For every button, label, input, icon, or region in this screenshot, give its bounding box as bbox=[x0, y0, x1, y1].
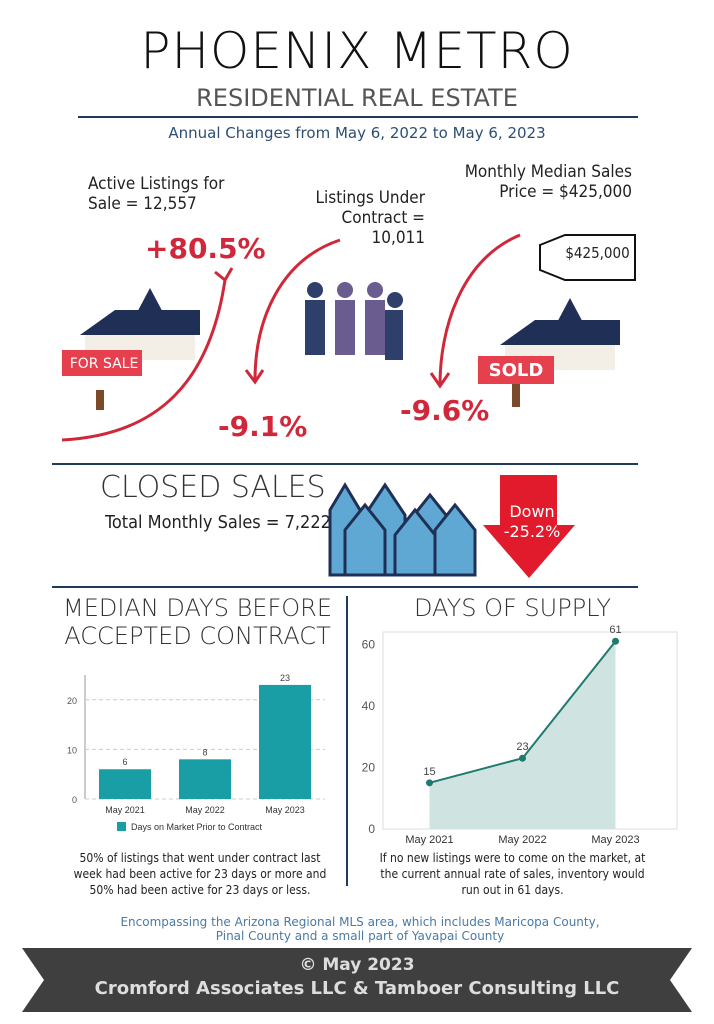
x-tick-label: May 2023 bbox=[591, 834, 639, 846]
chart-title: MEDIAN DAYS BEFORE ACCEPTED CONTRACT bbox=[63, 594, 332, 650]
x-tick-label: May 2023 bbox=[265, 805, 305, 815]
price-tag bbox=[539, 234, 636, 281]
copyright: © May 2023 bbox=[299, 955, 415, 975]
stat-change: -9.1% bbox=[218, 410, 308, 443]
y-tick-label: 10 bbox=[67, 745, 77, 755]
x-tick-label: May 2022 bbox=[185, 805, 225, 815]
chart-title: DAYS OF SUPPLY bbox=[413, 594, 612, 622]
value-label: 23 bbox=[280, 673, 290, 683]
chart: 0 10 20 May 2021 May 2022 May 2023 6 8 23 Days on… bbox=[67, 673, 325, 832]
divider bbox=[52, 463, 638, 465]
illustrations bbox=[61, 233, 636, 442]
banner bbox=[22, 948, 692, 1012]
sign bbox=[62, 350, 142, 376]
y-tick-label: 60 bbox=[362, 637, 376, 651]
stat-change: +80.5% bbox=[145, 232, 266, 265]
tag-text: $425,000 bbox=[565, 244, 630, 262]
chart: 0 20 40 60 May 2021 May 2022 May 2023 15 23 61 bbox=[362, 625, 678, 846]
divider bbox=[346, 596, 348, 886]
value-label: 6 bbox=[122, 757, 127, 767]
stat-change: -9.6% bbox=[400, 394, 490, 427]
chart-note: If no new listings were to come on the m… bbox=[379, 851, 646, 897]
section-title: CLOSED SALES bbox=[100, 470, 326, 505]
direction: Down bbox=[509, 502, 555, 521]
illustrations bbox=[328, 475, 575, 578]
arrow-head bbox=[429, 372, 451, 389]
divider bbox=[78, 116, 638, 118]
arrow-head bbox=[244, 369, 265, 385]
chart-note: 50% of listings that went under contract… bbox=[73, 851, 327, 897]
legend-swatch bbox=[117, 822, 126, 831]
value-label: 15 bbox=[423, 766, 435, 778]
y-tick-label: 0 bbox=[368, 822, 375, 836]
arrow-head bbox=[214, 267, 234, 283]
sign bbox=[478, 356, 554, 384]
stat-label: Monthly Median Sales Price = $425,000 bbox=[464, 162, 632, 202]
arrow-down bbox=[253, 238, 341, 381]
period: Annual Changes from May 6, 2022 to May 6… bbox=[168, 124, 546, 142]
point bbox=[426, 779, 433, 787]
sign-text: FOR SALE bbox=[69, 356, 139, 372]
people bbox=[305, 282, 403, 360]
value-label: 61 bbox=[609, 625, 621, 636]
value-label: 8 bbox=[202, 747, 207, 757]
x-tick-label: May 2022 bbox=[498, 834, 546, 846]
point bbox=[519, 754, 526, 762]
arrow-up bbox=[61, 279, 227, 442]
divider bbox=[52, 586, 638, 588]
y-tick-label: 40 bbox=[362, 699, 376, 713]
house bbox=[500, 298, 620, 407]
bar bbox=[179, 759, 231, 799]
value-label: 23 bbox=[516, 741, 528, 753]
y-tick-label: 20 bbox=[362, 760, 376, 774]
sign-text: SOLD bbox=[488, 360, 544, 381]
y-tick-label: 20 bbox=[67, 696, 77, 706]
down-arrow bbox=[483, 475, 575, 578]
x-tick-label: May 2021 bbox=[105, 805, 145, 815]
point bbox=[612, 637, 619, 645]
title: PHOENIX METRO bbox=[140, 22, 574, 80]
stat-label: Listings Under Contract = 10,011 bbox=[315, 188, 425, 248]
bar bbox=[259, 684, 311, 799]
footer-note: Encompassing the Arizona Regional MLS ar… bbox=[120, 915, 600, 943]
stat-label: Total Monthly Sales = 7,222 bbox=[105, 512, 331, 533]
area bbox=[429, 641, 616, 829]
house bbox=[80, 288, 200, 410]
legend-label: Days on Market Prior to Contract bbox=[131, 822, 263, 832]
arrow-down bbox=[438, 233, 521, 386]
subtitle: RESIDENTIAL REAL ESTATE bbox=[196, 84, 518, 112]
change: -25.2% bbox=[503, 522, 561, 541]
bar bbox=[99, 769, 151, 799]
stat-label: Active Listings for Sale = 12,557 bbox=[88, 174, 225, 214]
x-tick-label: May 2021 bbox=[405, 834, 453, 846]
credit: Cromford Associates LLC & Tamboer Consul… bbox=[94, 978, 620, 999]
y-tick-label: 0 bbox=[72, 795, 77, 805]
